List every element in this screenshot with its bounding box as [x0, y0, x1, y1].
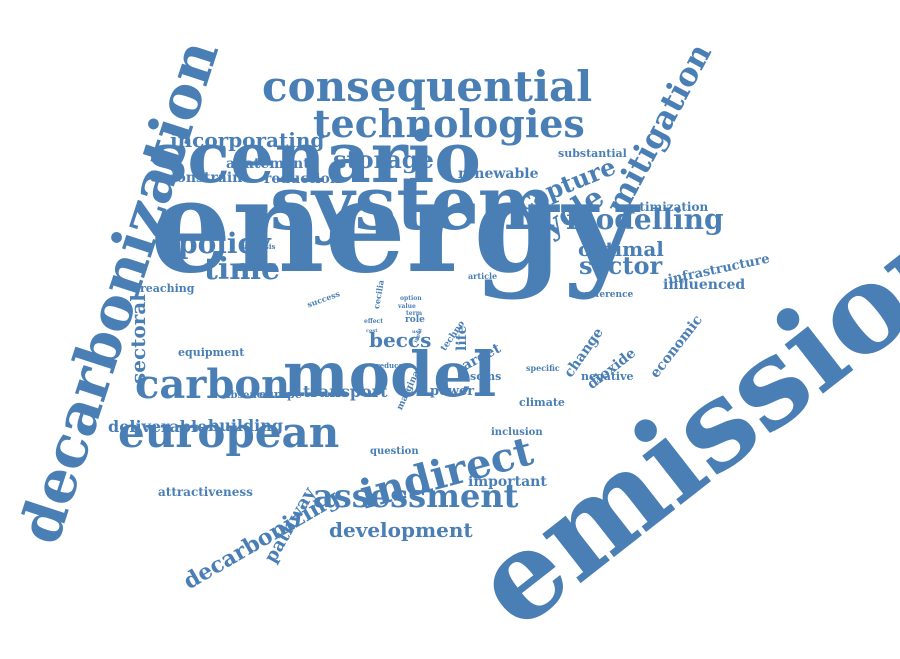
word-esoms: esoms — [463, 369, 502, 383]
word-effect: effect — [364, 318, 383, 326]
word-system: system — [270, 161, 556, 248]
word-technologies: technologies — [313, 100, 585, 146]
word-option: option — [400, 295, 422, 303]
word-european: european — [118, 407, 340, 457]
word-europe: europe — [259, 387, 302, 401]
word-model: model — [283, 338, 497, 412]
word-negative: negative — [581, 369, 634, 383]
word-time: time — [204, 252, 281, 288]
word-carbon: carbon — [135, 361, 291, 409]
word-sector: sector — [579, 251, 663, 281]
word-specific: specific — [526, 363, 560, 374]
word-deliverable: deliverable — [108, 416, 208, 436]
word-absence: absence — [224, 389, 270, 401]
word-storage: storage — [333, 145, 434, 175]
word-sectoral: sectoral — [126, 293, 150, 384]
word-renewable: renewable — [458, 165, 539, 182]
word-assessment: assessment — [313, 476, 519, 515]
word-analysis: analysis — [244, 242, 276, 252]
word-substantial: substantial — [558, 146, 627, 160]
word-influenced: influenced — [663, 276, 746, 293]
word-use: use — [412, 328, 422, 335]
word-policy: policy — [178, 227, 271, 261]
word-power: power — [430, 384, 475, 400]
word-reduce: reduce — [376, 361, 403, 371]
word-decarbonizing: decarbonizing — [179, 484, 344, 595]
word-important: important — [468, 473, 547, 490]
word-role: role — [405, 314, 425, 325]
word-optimal: optimal — [578, 236, 664, 261]
word-reaching: reaching — [140, 281, 195, 295]
word-equipment: equipment — [178, 345, 245, 359]
word-climate: climate — [519, 395, 565, 409]
word-question: question — [370, 445, 419, 457]
word-consequential: consequential — [262, 61, 593, 111]
word-constraint: constraint — [168, 169, 249, 186]
word-mitigation: mitigation — [597, 36, 719, 221]
word-development: development — [329, 517, 473, 542]
word-dot: • — [436, 147, 451, 174]
word-attractiveness: attractiveness — [158, 485, 253, 500]
word-incorporating: incorporating — [170, 127, 325, 152]
word-transport: transport — [303, 381, 388, 401]
word-article: article — [468, 271, 498, 282]
word-reference: reference — [585, 289, 634, 300]
word-cost: cost — [366, 327, 378, 334]
word-energy: energy — [150, 152, 638, 303]
word-term: term — [406, 310, 423, 318]
word-beccs: beccs — [369, 327, 432, 352]
word-building: building — [208, 415, 284, 435]
word-reduction: reduction — [264, 170, 341, 187]
word-optimization: optimization — [623, 200, 709, 215]
word-inclusion: inclusion — [491, 426, 543, 438]
word-modelling: modelling — [566, 203, 724, 237]
word-abatement: abatement — [226, 155, 310, 172]
word-scenario: scenario — [148, 115, 481, 199]
word-value: value — [398, 303, 416, 311]
